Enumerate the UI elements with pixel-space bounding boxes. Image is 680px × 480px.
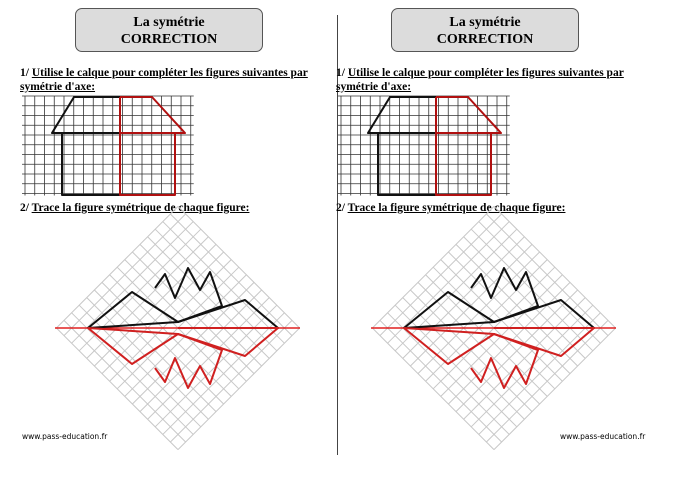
subtitle: CORRECTION: [120, 32, 218, 47]
title-box: La symétrie CORRECTION: [75, 8, 263, 52]
figure-mirror: [87, 327, 179, 365]
title: La symétrie: [133, 15, 205, 30]
instruction: 1/ Utilise le calque pour compléter les …: [336, 66, 636, 94]
grid-line: [455, 289, 578, 412]
grid-line: [463, 297, 586, 420]
figure-mirror: [177, 327, 279, 357]
grid-line: [139, 289, 262, 412]
house-left: [51, 96, 120, 134]
footer: www.pass-education.fr: [22, 432, 108, 441]
grid-line: [394, 304, 518, 428]
grid-line: [109, 274, 232, 397]
subtitle: CORRECTION: [436, 32, 534, 47]
instruction-text: Utilise le calque pour compléter les fig…: [336, 67, 624, 93]
instruction: 1/ Utilise le calque pour compléter les …: [20, 66, 320, 94]
figure-group: [22, 95, 300, 450]
divider: [337, 15, 338, 455]
house-right: [435, 97, 492, 196]
title: La symétrie: [449, 15, 521, 30]
number: 2/: [336, 202, 345, 214]
grid-line: [94, 289, 217, 412]
grid-line: [162, 312, 285, 435]
grid-line: [86, 297, 209, 420]
house-right: [436, 96, 502, 134]
diamond-grid: [56, 206, 300, 450]
instruction: 2/ Trace la figure symétrique de chaque …: [20, 201, 320, 215]
grid-line: [493, 327, 616, 450]
grid-line: [56, 327, 179, 450]
house-left: [61, 133, 120, 196]
figure-mirror: [403, 327, 495, 365]
instruction-text: Trace la figure symétrique de chaque fig…: [347, 202, 566, 214]
number: 1/: [336, 67, 345, 79]
footer: www.pass-education.fr: [560, 432, 646, 441]
instruction: 2/ Trace la figure symétrique de chaque …: [336, 201, 636, 215]
house-right: [120, 96, 186, 134]
grid-line: [372, 206, 495, 329]
figure-mirror: [493, 327, 595, 357]
grid-line: [147, 297, 270, 420]
grid-line: [177, 327, 300, 450]
house-left: [367, 96, 436, 134]
house-left: [377, 133, 436, 196]
instruction-text: Utilise le calque pour compléter les fig…: [20, 67, 308, 93]
grid-line: [410, 289, 533, 412]
house-right: [119, 97, 176, 196]
grid-line: [425, 274, 548, 397]
grid-line: [78, 304, 202, 428]
figure: [470, 267, 539, 323]
number: 2/: [20, 202, 29, 214]
diamond-grid: [372, 206, 616, 450]
grid-line: [372, 327, 495, 450]
title-box: La symétrie CORRECTION: [391, 8, 579, 52]
grid-line: [63, 320, 186, 443]
grid-line: [486, 320, 609, 443]
grid-line: [71, 312, 194, 435]
figure: [403, 291, 495, 329]
figure: [154, 267, 223, 323]
grid-line: [478, 312, 601, 435]
figure-mirror: [470, 333, 539, 389]
figure-group: [338, 95, 616, 450]
grid-line: [170, 320, 293, 443]
figure: [87, 291, 179, 329]
number: 1/: [20, 67, 29, 79]
figure-mirror: [154, 333, 223, 389]
grid-line: [402, 297, 525, 420]
grid-line: [379, 320, 502, 443]
instruction-text: Trace la figure symétrique de chaque fig…: [31, 202, 250, 214]
grid-line: [387, 312, 510, 435]
